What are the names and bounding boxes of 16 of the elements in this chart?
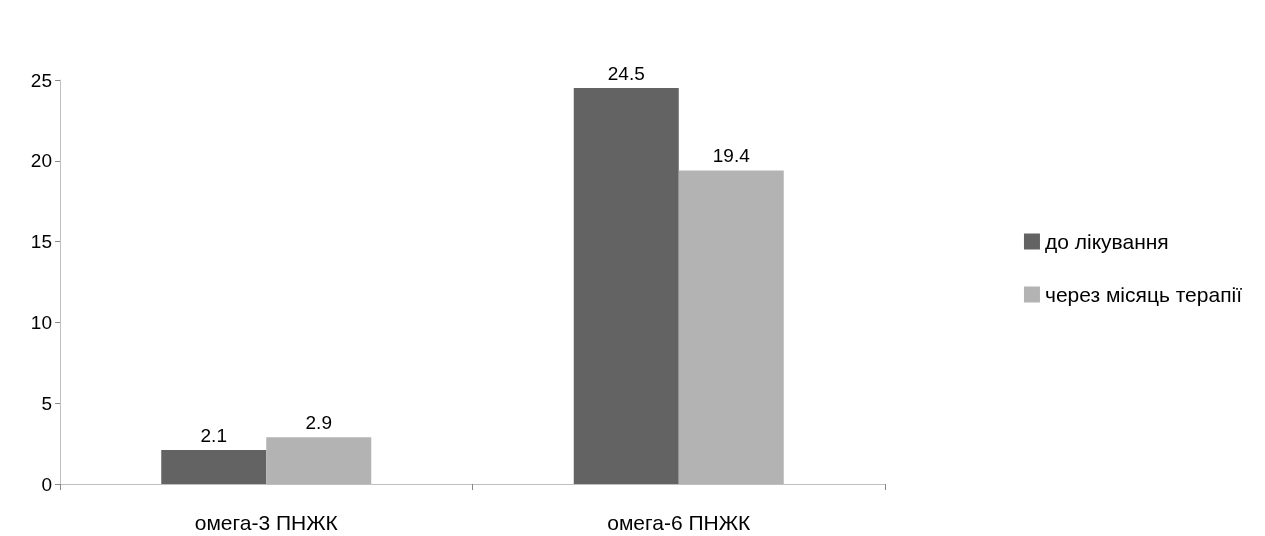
x-tick-label: омега-3 ПНЖК — [194, 511, 339, 534]
bar — [573, 88, 679, 484]
bar — [161, 450, 267, 484]
legend-label: через місяць терапії — [1044, 283, 1243, 306]
data-label: 24.5 — [607, 63, 645, 85]
data-label: 2.1 — [200, 425, 227, 447]
data-label: 2.9 — [305, 412, 332, 434]
y-tick-label: 25 — [30, 69, 52, 91]
x-tick-label: омега-6 ПНЖК — [607, 511, 752, 534]
data-label: 19.4 — [712, 145, 751, 167]
y-tick-label: 15 — [30, 231, 52, 253]
y-tick-label: 5 — [41, 392, 52, 414]
legend-label: до лікування — [1044, 230, 1169, 253]
y-tick-label: 0 — [41, 473, 52, 495]
y-tick-label: 10 — [30, 311, 52, 333]
y-tick-label: 20 — [30, 150, 52, 172]
